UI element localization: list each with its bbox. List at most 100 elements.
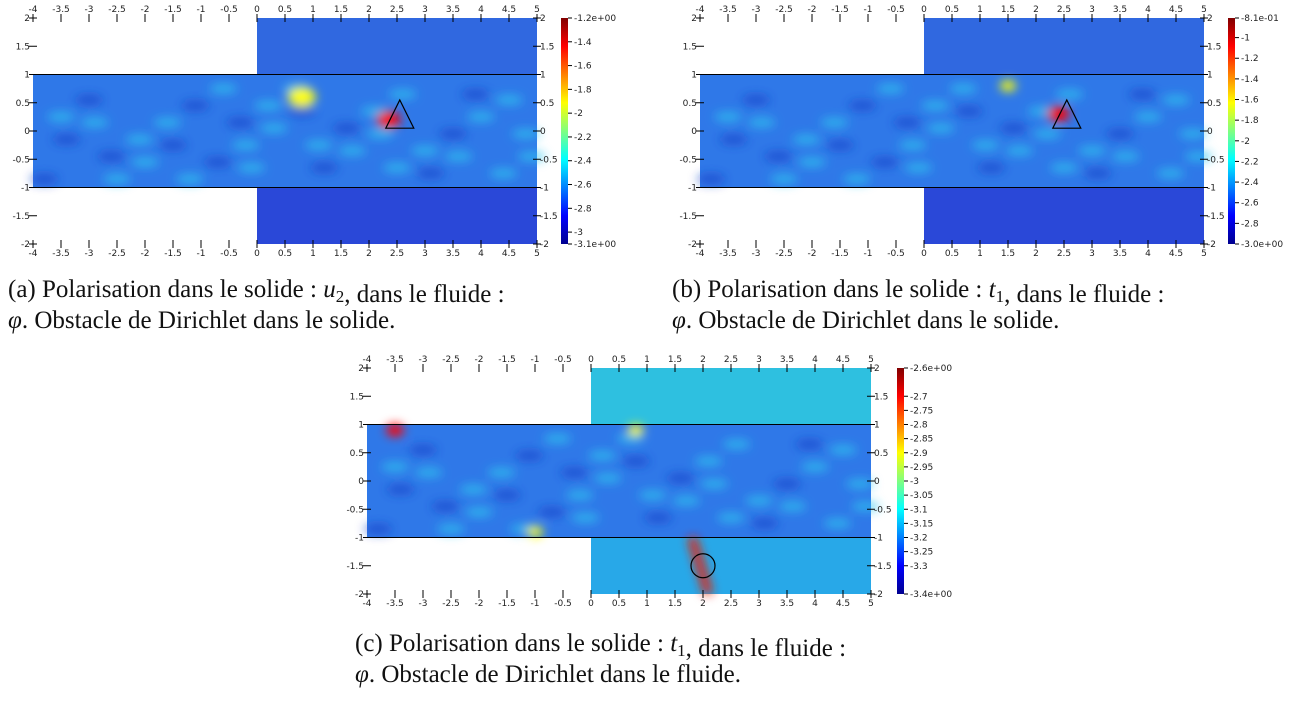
hot-spot <box>1047 106 1070 122</box>
x-tick-label: 0 <box>921 249 927 259</box>
texture-spot <box>386 484 415 495</box>
texture-spot <box>823 518 852 529</box>
x-tick-label: 5 <box>1201 249 1207 259</box>
caption-math: φ <box>8 307 22 334</box>
x-tick-label: -1.5 <box>831 249 849 259</box>
colorbar-label: -1 <box>1241 34 1250 44</box>
obstacle <box>690 553 716 579</box>
texture-spot <box>231 140 260 151</box>
y-tick-label: 0 <box>540 127 546 137</box>
caption: φ. Obstacle de Dirichlet dans le solide. <box>8 307 395 334</box>
x-tick-label: -2.5 <box>442 355 460 365</box>
y-tick-label: 0 <box>1207 127 1213 137</box>
texture-spot <box>437 524 465 535</box>
hot-spot <box>376 111 401 129</box>
hot-band <box>687 536 713 596</box>
colorbar-label: -2 <box>1241 137 1250 147</box>
x-tick-label: -3 <box>752 5 761 15</box>
texture-spot <box>722 439 751 450</box>
y-tick-label: 2 <box>874 364 880 374</box>
x-tick-label: -0.5 <box>887 249 905 259</box>
x-tick-label: -1 <box>531 599 540 609</box>
x-tick-label: 3 <box>756 355 762 365</box>
x-tick-label: 4 <box>812 355 818 365</box>
x-tick-label: 1.5 <box>668 355 682 365</box>
texture-spot <box>259 123 288 134</box>
caption-math: t <box>989 276 997 303</box>
caption-sub: 2 <box>336 287 345 306</box>
solid-field <box>924 187 1204 244</box>
texture-spot <box>1162 94 1190 105</box>
texture-spot <box>700 478 729 489</box>
x-tick-label: -3.5 <box>719 249 737 259</box>
x-tick-label: -2 <box>808 249 817 259</box>
x-tick-label: 0.5 <box>612 599 626 609</box>
caption-text: , dans le fluide : <box>344 281 504 308</box>
y-tick-label: -1 <box>1207 184 1216 194</box>
colorbar-label: -2.4 <box>1241 178 1259 188</box>
colorbar <box>1228 18 1235 244</box>
texture-spot <box>801 461 829 472</box>
y-tick-label: 0 <box>874 477 880 487</box>
texture-spot <box>644 512 673 523</box>
y-tick-label: 1.5 <box>350 392 364 402</box>
y-tick-label: -2 <box>874 590 883 600</box>
colorbar-label: -3.3 <box>910 562 928 572</box>
texture-spot <box>870 157 899 168</box>
texture-spot <box>52 134 81 145</box>
x-tick-label: 3 <box>756 599 762 609</box>
y-tick-label: -0.5 <box>540 155 558 165</box>
y-tick-label: -1.5 <box>540 212 558 222</box>
texture-spot <box>904 162 933 173</box>
x-tick-label: 2 <box>366 249 372 259</box>
x-tick-label: 2.5 <box>1057 249 1071 259</box>
caption: φ. Obstacle de Dirichlet dans le solide. <box>672 307 1059 334</box>
x-tick-label: -2.5 <box>442 599 460 609</box>
y-tick-label: 2 <box>1207 14 1213 24</box>
texture-spot <box>175 174 204 185</box>
x-tick-label: -2.5 <box>108 5 126 15</box>
x-tick-label: 4.5 <box>502 5 516 15</box>
x-tick-label: -0.5 <box>220 249 238 259</box>
y-tick-label: 1 <box>358 421 364 431</box>
texture-spot <box>926 123 955 134</box>
x-tick-label: 1.5 <box>1001 5 1015 15</box>
x-tick-label: 4.5 <box>502 249 516 259</box>
texture-spot <box>159 140 187 151</box>
texture-spot <box>898 140 927 151</box>
solid-field <box>257 187 537 244</box>
x-tick-label: 5 <box>1201 5 1207 15</box>
obstacle <box>384 98 415 129</box>
texture-spot <box>381 461 409 472</box>
x-tick-label: 5 <box>868 599 874 609</box>
x-tick-label: 3.5 <box>1113 249 1127 259</box>
caption-text: , dans le fluide : <box>686 635 846 662</box>
texture-spot <box>125 134 154 145</box>
x-tick-label: -4 <box>29 5 38 15</box>
x-tick-label: 1 <box>644 355 650 365</box>
hot-spot <box>627 424 644 436</box>
y-tick-label: -0.5 <box>346 505 364 515</box>
texture-spot <box>209 83 238 94</box>
texture-spot <box>778 501 807 512</box>
colorbar-label: -3.05 <box>910 491 933 501</box>
hot-spot <box>386 423 404 437</box>
x-tick-label: -0.5 <box>554 599 572 609</box>
colorbar-label: -3.2 <box>910 534 928 544</box>
texture-spot <box>495 94 523 105</box>
texture <box>30 83 546 185</box>
x-tick-label: -2 <box>141 5 150 15</box>
texture-spot <box>431 501 460 512</box>
x-tick-label: 4.5 <box>1169 5 1183 15</box>
x-tick-label: 0 <box>588 599 594 609</box>
colorbar-label: -1.8 <box>1241 116 1259 126</box>
y-tick-label: 0.5 <box>350 449 364 459</box>
x-tick-label: 2 <box>366 5 372 15</box>
colorbar-label: -8.1e-01 <box>1241 14 1279 24</box>
texture-spot <box>364 524 393 535</box>
x-tick-label: -3 <box>85 249 94 259</box>
caption-text: . Obstacle de Dirichlet dans le solide. <box>686 307 1060 334</box>
x-tick-label: 1.5 <box>334 5 348 15</box>
y-tick-label: 0.5 <box>874 449 888 459</box>
x-tick-label: -2.5 <box>775 249 793 259</box>
